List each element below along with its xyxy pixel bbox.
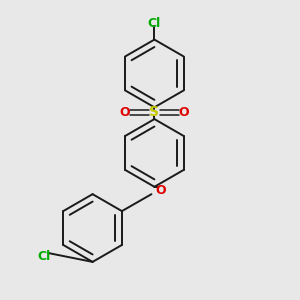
Text: O: O (120, 106, 130, 119)
Text: O: O (178, 106, 189, 119)
Text: Cl: Cl (38, 250, 51, 262)
Text: S: S (149, 105, 159, 119)
Text: Cl: Cl (148, 17, 161, 30)
Text: O: O (155, 184, 166, 196)
